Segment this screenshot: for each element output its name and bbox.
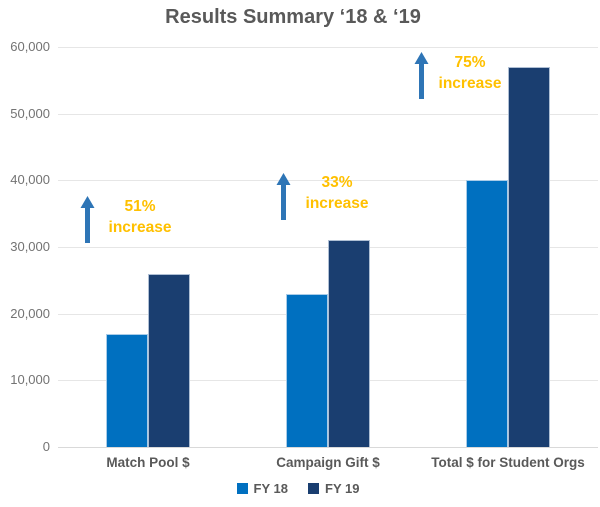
increase-annotation: 51% increase (80, 196, 200, 238)
annotation-percent: 51% (124, 198, 156, 215)
annotation-word: increase (108, 219, 172, 236)
chart-title: Results Summary ‘18 & ‘19 (165, 6, 421, 28)
bar-fy-18-total-for-student-orgs (466, 180, 508, 447)
increase-annotation: 75% increase (410, 52, 530, 94)
y-tick-label: 40,000 (10, 172, 50, 188)
y-tick-label: 0 (42, 439, 50, 454)
bar-fy-18-campaign-gift (286, 294, 328, 447)
legend-swatch-icon (236, 483, 248, 494)
legend-label: FY 18 (253, 481, 288, 496)
gridline (58, 113, 598, 115)
increase-arrow-icon (80, 196, 94, 243)
y-tick-label: 10,000 (10, 372, 50, 388)
increase-annotation: 33% increase (277, 172, 397, 214)
legend-item-fy-18: FY 18 (236, 481, 288, 496)
y-tick-label: 20,000 (10, 305, 50, 321)
legend: FY 18 FY 19 (0, 481, 596, 496)
category-label-campaign-gift: Campaign Gift $ (276, 455, 380, 470)
bar-fy-19-total-for-student-orgs (508, 67, 550, 447)
y-tick-label: 30,000 (10, 239, 50, 254)
gridline (58, 180, 598, 182)
y-tick-label: 50,000 (10, 105, 50, 121)
annotation-word: increase (305, 195, 369, 212)
annotation-word: increase (438, 75, 502, 92)
legend-swatch-icon (308, 483, 319, 494)
bar-fy-18-match-pool (106, 334, 148, 447)
annotation-percent: 33% (321, 174, 353, 191)
bar-fy-19-match-pool (148, 274, 190, 447)
category-label-match-pool: Match Pool $ (106, 455, 190, 470)
category-label-total-for-student-orgs: Total $ for Student Orgs (431, 455, 585, 470)
y-tick-label: 60,000 (10, 39, 50, 54)
gridline (58, 47, 598, 48)
increase-arrow-icon (276, 173, 290, 220)
legend-label: FY 19 (325, 481, 360, 496)
increase-arrow-icon (414, 52, 428, 99)
plot-area (58, 47, 598, 448)
bar-fy-19-campaign-gift (328, 240, 370, 447)
legend-item-fy-19: FY 19 (308, 481, 359, 496)
annotation-percent: 75% (454, 54, 486, 71)
